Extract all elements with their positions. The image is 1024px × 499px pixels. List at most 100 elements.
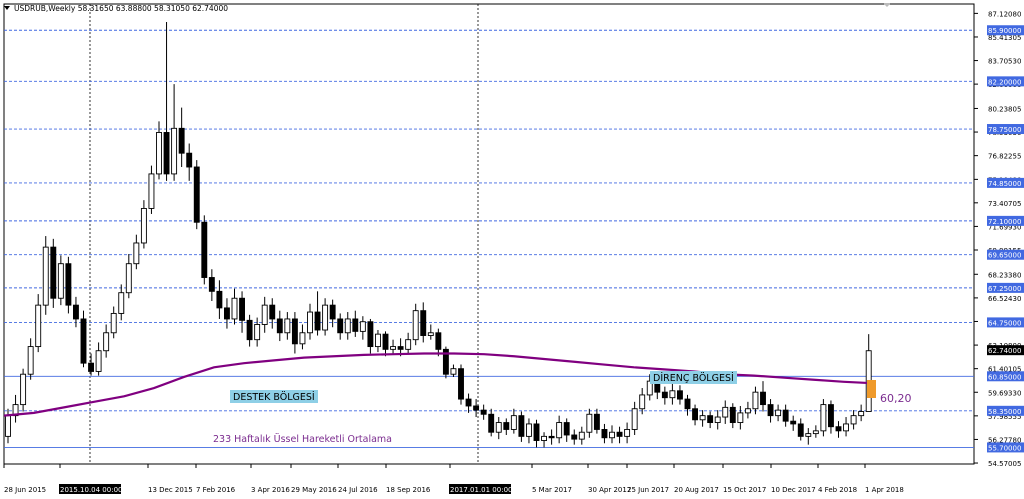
candle-body-46: [352, 318, 359, 332]
level-tag-label-0: 85.90000: [988, 27, 1021, 35]
ytick-label-9: 71.69930: [988, 223, 1021, 231]
xtick-label-3: 7 Feb 2016: [196, 486, 236, 494]
candle-body-92: [699, 415, 706, 421]
level-tag-label-1: 82.20000: [988, 78, 1021, 86]
plot-frame: [3, 3, 975, 465]
candle-body-59: [450, 368, 457, 375]
candle-body-77: [586, 413, 593, 433]
candle-body-37: [284, 318, 291, 334]
xtick-label-7: 18 Sep 2016: [386, 486, 431, 494]
candle-body-13: [103, 332, 110, 352]
level-tag-label-2: 78.75000: [988, 126, 1021, 134]
scroll-marker-icon[interactable]: [883, 3, 891, 7]
level-tag-4: [987, 215, 1024, 226]
candle-body-7: [57, 263, 64, 299]
xtick-label-2: 13 Dec 2015: [148, 486, 193, 494]
candle-body-21: [163, 132, 170, 175]
xtick-label-4: 3 Apr 2016: [251, 486, 290, 494]
grid-layer: [3, 3, 975, 465]
level-tag-label-9: 58.35000: [988, 408, 1021, 416]
level-tag-6: [987, 282, 1024, 293]
candle-body-76: [578, 431, 585, 440]
candle-body-25: [193, 166, 200, 223]
ytick-label-4: 80.23805: [988, 105, 1021, 113]
candle-body-17: [133, 242, 140, 265]
candle-body-111: [843, 423, 849, 432]
candle-body-97: [737, 412, 744, 424]
candle-body-98: [744, 408, 751, 414]
level-tag-5: [987, 249, 1024, 260]
support-label-box: [230, 390, 318, 403]
candle-body-31: [239, 297, 246, 321]
candle-body-71: [541, 435, 547, 441]
ytick-label-12: 66.52430: [988, 295, 1021, 303]
candle-body-63: [480, 409, 487, 415]
candle-body-44: [337, 318, 344, 334]
level-tag-8: [987, 371, 1024, 382]
candle-body-110: [835, 426, 842, 432]
ema-value-label: 60,20: [880, 392, 912, 405]
candle-body-29: [223, 307, 230, 320]
level-tag-0: [987, 25, 1024, 36]
candle-body-51: [390, 346, 396, 350]
candle-body-15: [118, 292, 125, 314]
candle-body-91: [692, 408, 698, 421]
ytick-label-2: 83.70530: [988, 58, 1021, 66]
ema-233-line: [3, 352, 873, 417]
ema-label: 233 Haftalık Üssel Hareketli Ortalama: [213, 434, 392, 445]
candle-body-113: [858, 411, 865, 417]
level-tag-label-3: 74.85000: [988, 180, 1021, 188]
candle-body-11: [88, 362, 95, 372]
candle-body-0: [5, 415, 11, 437]
ytick-label-16: 59.69330: [988, 389, 1021, 397]
candle-body-80: [609, 431, 615, 439]
candle-body-28: [216, 290, 223, 309]
candle-body-64: [488, 413, 495, 433]
candle-body-53: [405, 339, 412, 350]
candle-body-88: [669, 390, 676, 399]
candle-body-84: [639, 394, 646, 410]
candle-body-16: [125, 263, 132, 294]
candle-body-27: [208, 277, 215, 292]
xtick-label-1: 2015.10.04 00:00: [60, 486, 122, 494]
candle-body-8: [65, 263, 72, 306]
candle-body-105: [797, 423, 804, 437]
level-tag-7: [987, 317, 1024, 328]
collapse-arrow-icon[interactable]: [4, 6, 10, 10]
candle-body-96: [729, 406, 736, 424]
candle-body-52: [397, 346, 404, 350]
ytick-label-11: 68.23380: [988, 271, 1021, 279]
candle-body-9: [72, 304, 79, 320]
resistance-label: DİRENÇ BÖLGESİ: [653, 373, 734, 384]
xtick-box-8: [449, 484, 511, 494]
candle-body-42: [322, 304, 329, 331]
level-tag-1: [987, 76, 1024, 87]
candle-body-23: [178, 127, 185, 154]
candle-body-108: [820, 404, 827, 432]
symbol-title: USDRUB,Weekly 58.31650 63.88800 58.31050…: [14, 4, 228, 13]
level-tag-9: [987, 405, 1024, 416]
annotations: DESTEK BÖLGESİ DİRENÇ BÖLGESİ 233 Haftal…: [213, 371, 912, 445]
candle-body-81: [616, 431, 623, 437]
candle-body-68: [518, 415, 525, 437]
candle-body-60: [458, 368, 464, 400]
candle-body-103: [782, 409, 789, 422]
current-price-label: 62.74000: [988, 347, 1021, 355]
candle-body-107: [812, 430, 819, 435]
candle-body-48: [367, 321, 374, 348]
candle-body-40: [307, 311, 313, 334]
candle-body-66: [503, 422, 510, 430]
candle-body-65: [495, 422, 502, 433]
level-tag-label-6: 67.25000: [988, 285, 1021, 293]
level-tag-2: [987, 124, 1024, 135]
level-tag-label-8: 60.85000: [988, 373, 1021, 381]
highlight-box: [867, 380, 876, 398]
xtick-label-11: 25 Jun 2017: [627, 486, 669, 494]
candle-body-83: [631, 408, 638, 430]
candles: [5, 21, 872, 448]
candle-body-35: [269, 304, 276, 320]
candle-body-93: [707, 415, 714, 424]
xtick-label-0: 28 Jun 2015: [4, 486, 46, 494]
ytick-label-8: 73.40705: [988, 200, 1021, 208]
candle-body-50: [382, 333, 389, 350]
